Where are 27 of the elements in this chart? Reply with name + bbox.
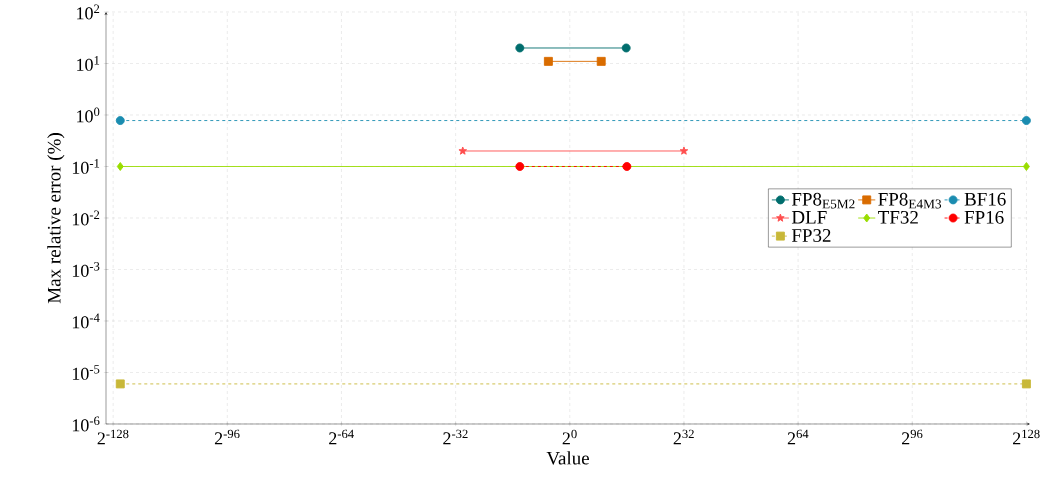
legend-label: BF16 <box>964 192 1006 206</box>
y-tick-label: 10$^{-2}$ <box>72 210 100 226</box>
legend-label: FP16 <box>964 210 1004 224</box>
legend-label: FP32 <box>791 229 831 242</box>
x-tick-label: 2$^{64}$ <box>787 429 809 445</box>
y-tick-label: 10$^{-3}$ <box>72 262 100 277</box>
x-tick-label: 2$^{0}$ <box>562 429 577 445</box>
x-tick-label: 2$^{128}$ <box>1013 429 1040 445</box>
x-tick-label: 2$^{-32}$ <box>443 429 468 445</box>
x-tick-label: 2$^{-64}$ <box>329 429 354 445</box>
y-tick-label: 10$^{-5}$ <box>72 365 100 380</box>
y-tick-label: 10$^{-6}$ <box>72 416 100 432</box>
x-axis-title: Value <box>546 451 589 465</box>
y-tick-label: 10$^{-1}$ <box>72 159 100 174</box>
y-tick-label: 10$^{2}$ <box>77 4 100 20</box>
y-tick-label: 10$^{0}$ <box>77 107 100 123</box>
legend-label: TF32 <box>878 210 918 224</box>
y-tick-label: 10$^{1}$ <box>77 56 100 71</box>
legend-label: DLF <box>791 211 827 224</box>
legend-label: FP8$_{E4M3}$ <box>878 192 942 209</box>
y-axis-title: Max relative error (%) <box>47 133 65 304</box>
x-tick-label: 2$^{-128}$ <box>97 429 129 445</box>
legend-label: FP8$_{E5M2}$ <box>791 192 855 209</box>
x-tick-label: 2$^{-96}$ <box>214 429 240 445</box>
x-tick-label: 2$^{32}$ <box>673 429 694 445</box>
y-tick-label: 10$^{-4}$ <box>72 313 100 329</box>
x-tick-label: 2$^{96}$ <box>902 429 923 445</box>
